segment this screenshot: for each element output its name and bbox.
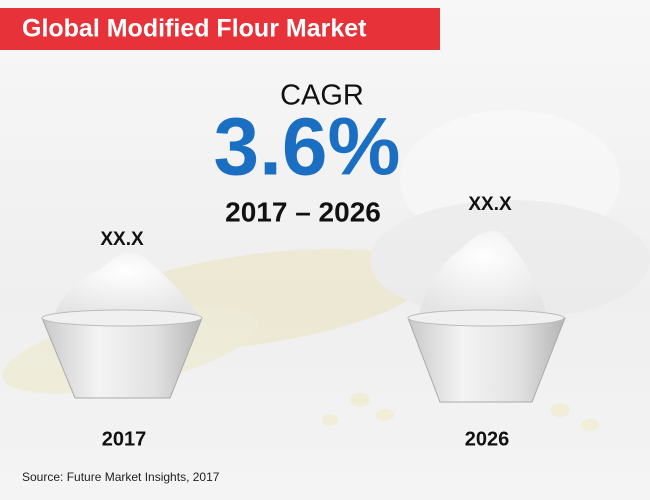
- source: Source: Future Market Insights, 2017: [22, 470, 220, 484]
- cagr-value: 3.6%: [214, 102, 401, 193]
- bowl-value: XX.X: [100, 229, 144, 250]
- cagr-period: 2017 – 2026: [225, 196, 381, 227]
- title: Global Modified Flour Market: [22, 15, 367, 43]
- bowl-left: [41, 252, 203, 399]
- title-bar: [0, 8, 440, 50]
- bowl-right: [407, 230, 566, 403]
- bowl-value: XX.X: [468, 194, 512, 215]
- kernels: [322, 393, 599, 431]
- cagr-label: CAGR: [280, 80, 364, 112]
- bowl-year: 2017: [102, 428, 147, 450]
- bowl-year: 2026: [465, 428, 510, 450]
